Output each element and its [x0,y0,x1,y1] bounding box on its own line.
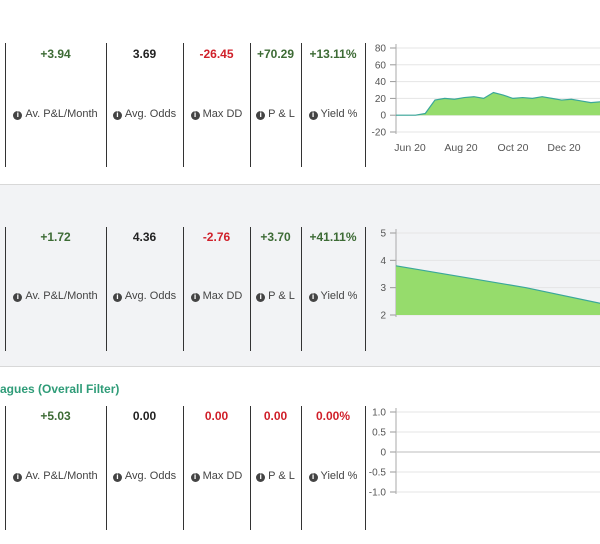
y-tick-label: 4 [380,256,386,267]
yield-value: 0.00% [315,409,351,423]
series-area [396,265,600,315]
avg-pl-month-label[interactable]: i Av. P&L/Month [5,290,106,302]
column-divider [106,406,107,530]
pl-chart[interactable]: 1.0 0.5 0 -0.5 -1.0 [366,404,600,504]
column-divider [250,406,251,530]
avg-pl-month-value: +3.94 [40,47,71,61]
y-tick-label: 1.0 [372,408,386,419]
column-divider [301,406,302,530]
avg-pl-month-value: +5.03 [40,409,71,423]
y-tick-label: 20 [375,94,387,105]
y-tick-label: -0.5 [369,468,387,479]
pl-value: 0.00 [263,409,288,423]
info-icon[interactable]: i [190,293,200,302]
info-icon[interactable]: i [308,473,318,482]
max-dd-value: -26.45 [199,47,234,61]
info-icon[interactable]: i [256,293,266,302]
column-divider [106,43,107,167]
column-divider [183,227,184,351]
results-row-3: +5.03 0.00 0.00 0.00 0.00% i Av. P&L/Mont… [0,366,600,544]
info-icon[interactable]: i [112,293,122,302]
column-divider [365,406,366,530]
y-tick-label: 40 [375,77,387,88]
yield-value: +41.11% [309,230,357,244]
info-icon[interactable]: i [308,111,318,120]
info-icon[interactable]: i [256,111,266,120]
max-dd-value: 0.00 [204,409,229,423]
column-divider [365,43,366,167]
y-tick-label: 0 [380,111,386,122]
results-row-2: +1.72 4.36 -2.76 +3.70 +41.11% i Av. P&L/… [0,184,600,367]
max-dd-label[interactable]: i Max DD [183,290,250,302]
x-tick-label: Dec 20 [547,142,580,154]
max-dd-label[interactable]: i Max DD [183,108,250,120]
section-title[interactable]: agues (Overall Filter) [0,382,120,396]
y-tick-label: 0.5 [372,428,386,439]
column-divider [365,227,366,351]
column-divider [183,406,184,530]
x-tick-label: Jun 20 [394,142,426,154]
y-tick-label: 3 [380,283,386,294]
column-divider [250,227,251,351]
info-icon[interactable]: i [13,473,23,482]
pl-chart[interactable]: 2 3 4 5 [366,225,600,325]
avg-odds-value: 3.69 [132,47,157,61]
avg-odds-label[interactable]: i Avg. Odds [106,470,183,482]
yield-value: +13.11% [309,47,357,61]
y-tick-label: -20 [372,128,387,139]
column-divider [301,43,302,167]
info-icon[interactable]: i [308,293,318,302]
column-divider [301,227,302,351]
info-icon[interactable]: i [190,473,200,482]
info-icon[interactable]: i [112,473,122,482]
column-divider [250,43,251,167]
y-tick-label: 2 [380,311,386,322]
avg-odds-value: 0.00 [132,409,157,423]
avg-pl-month-label[interactable]: i Av. P&L/Month [5,108,106,120]
info-icon[interactable]: i [13,293,23,302]
column-divider [5,227,6,351]
column-divider [106,227,107,351]
y-tick-label: 80 [375,44,387,55]
x-tick-label: Aug 20 [444,142,477,154]
avg-odds-value: 4.36 [132,230,157,244]
pl-chart[interactable]: -20 0 20 40 60 80 Jun 20 Aug 20 Oct 20 Dec 20 [366,40,600,160]
y-tick-label: 60 [375,60,387,71]
info-icon[interactable]: i [256,473,266,482]
series-line [395,265,600,304]
pl-value: +70.29 [256,47,295,61]
info-icon[interactable]: i [13,111,23,120]
pl-value: +3.70 [260,230,291,244]
info-icon[interactable]: i [112,111,122,120]
column-divider [183,43,184,167]
y-tick-label: 0 [380,448,386,459]
y-tick-label: -1.0 [369,488,387,499]
x-tick-label: Oct 20 [498,142,529,154]
max-dd-value: -2.76 [202,230,231,244]
avg-odds-label[interactable]: i Avg. Odds [106,108,183,120]
results-row-1: +3.94 3.69 -26.45 +70.29 +13.11% i Av. P&… [0,0,600,184]
column-divider [5,43,6,167]
y-tick-label: 5 [380,229,386,240]
max-dd-label[interactable]: i Max DD [183,470,250,482]
avg-pl-month-label[interactable]: i Av. P&L/Month [5,470,106,482]
yield-label[interactable]: i Yield % [301,290,365,302]
avg-pl-month-value: +1.72 [40,230,71,244]
column-divider [5,406,6,530]
info-icon[interactable]: i [190,111,200,120]
avg-odds-label[interactable]: i Avg. Odds [106,290,183,302]
yield-label[interactable]: i Yield % [301,108,365,120]
series-line [396,91,600,116]
yield-label[interactable]: i Yield % [301,470,365,482]
